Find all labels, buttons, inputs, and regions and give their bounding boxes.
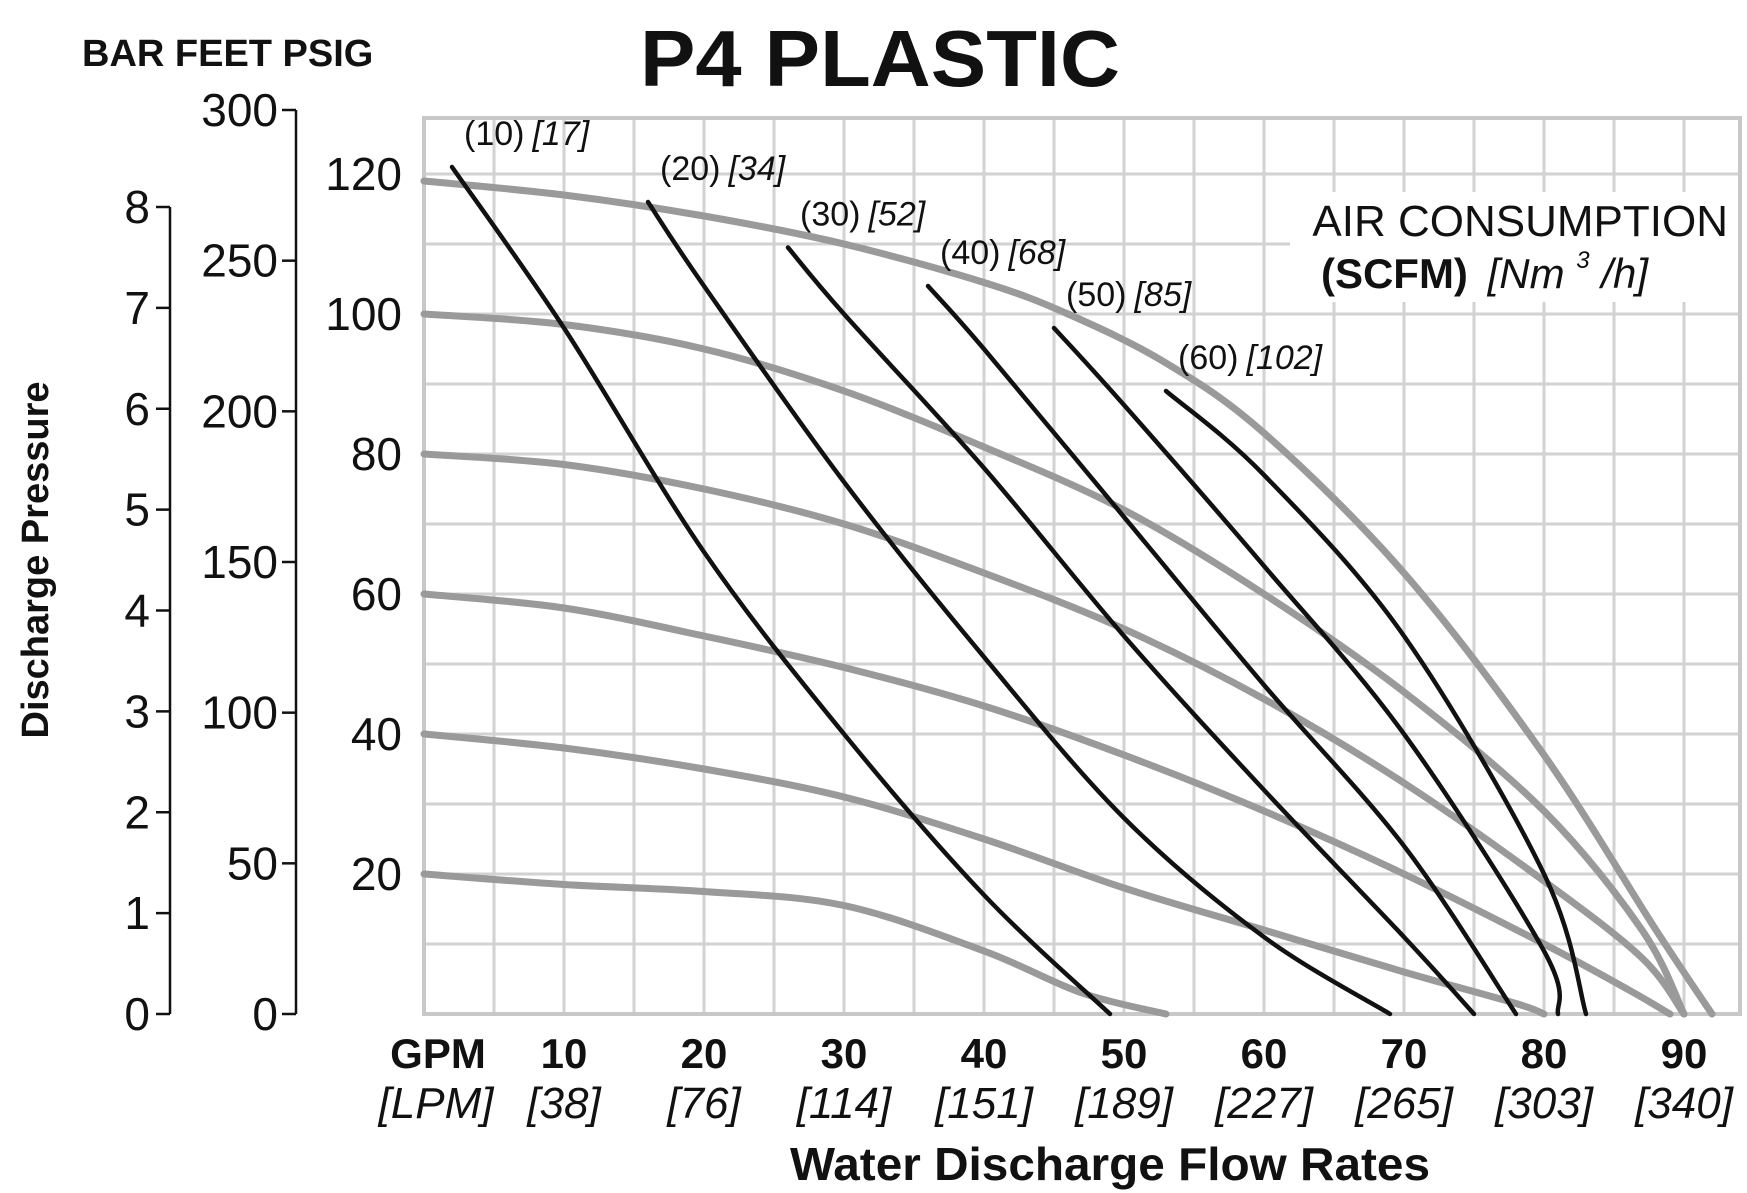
x-axis: 10[38] 20[76] 30[114] 40[151] 50[189] 60[227]… <box>526 1030 1734 1128</box>
air-nm3h-value: [34] <box>727 150 786 188</box>
air-curve-5 <box>1051 325 1562 1017</box>
air-curve-label-2: (20) [34] <box>660 150 787 188</box>
bar-axis: 0 1 2 3 4 5 6 7 8 <box>124 181 172 1040</box>
bar-tick-label: 1 <box>124 887 150 939</box>
air-curve-6 <box>1163 388 1589 1017</box>
x-tick-lpm: [76] <box>666 1079 742 1128</box>
air-curve-label-1: (10) [17] <box>464 115 591 153</box>
psig-tick-label: 40 <box>351 708 402 760</box>
x-tick-lpm: [151] <box>934 1079 1035 1128</box>
bar-tick-label: 4 <box>124 585 150 637</box>
x-tick-gpm: 20 <box>681 1030 728 1077</box>
x-tick-gpm: 50 <box>1101 1030 1148 1077</box>
x-tick-lpm: [265] <box>1354 1079 1455 1128</box>
psig-axis: 20 40 60 80 100 120 <box>325 148 402 900</box>
x-tick-gpm: 30 <box>821 1030 868 1077</box>
x-tick-gpm: 40 <box>961 1030 1008 1077</box>
air-curve-3 <box>785 245 1477 1017</box>
air-curve-label-3: (30) [52] <box>800 196 927 234</box>
air-curve-4 <box>925 283 1519 1017</box>
air-curve-2 <box>645 199 1393 1017</box>
performance-curve-inlet-air-20 <box>420 870 1170 1018</box>
legend-per-h: /h] <box>1598 250 1649 297</box>
x-tick-gpm: 90 <box>1661 1030 1708 1077</box>
air-scfm-value: (40) <box>940 234 1000 272</box>
performance-curve-inlet-air-40 <box>420 730 1548 1018</box>
air-curve-label-6: (60) [102] <box>1178 339 1324 377</box>
legend-units: (SCFM) [Nm 3 /h] <box>1321 230 1649 297</box>
bar-tick-label: 7 <box>124 282 150 334</box>
performance-curve-inlet-air-100 <box>420 310 1688 1018</box>
air-nm3h-value: [85] <box>1133 276 1192 314</box>
air-curve-label-5: (50) [85] <box>1066 276 1193 314</box>
chart-title: P4 PLASTIC <box>640 14 1120 103</box>
performance-curve-inlet-air-60 <box>420 590 1674 1018</box>
feet-tick-label: 200 <box>201 385 278 437</box>
legend: AIR CONSUMPTION (SCFM) [Nm 3 /h] <box>1290 192 1738 302</box>
feet-axis: 0 50 100 150 200 250 300 <box>201 84 298 1040</box>
x-tick-gpm: 10 <box>541 1030 588 1077</box>
x-tick-lpm: [114] <box>796 1079 893 1128</box>
x-tick-gpm: 70 <box>1381 1030 1428 1077</box>
air-scfm-value: (60) <box>1178 339 1238 377</box>
feet-tick-label: 50 <box>227 837 278 889</box>
feet-tick-label: 0 <box>252 988 278 1040</box>
grid <box>422 116 1742 1016</box>
psig-tick-label: 100 <box>325 288 402 340</box>
bar-tick-label: 8 <box>124 181 150 233</box>
x-tick-lpm: [303] <box>1494 1079 1595 1128</box>
plot-frame <box>422 116 1742 1016</box>
air-nm3h-value: [17] <box>531 115 590 153</box>
legend-nm: [Nm <box>1487 250 1565 297</box>
x-tick-lpm: [189] <box>1074 1079 1175 1128</box>
bar-tick-label: 3 <box>124 685 150 737</box>
legend-title: AIR CONSUMPTION <box>1312 197 1728 246</box>
air-nm3h-value: [52] <box>867 196 926 234</box>
air-curve-label-4: (40) [68] <box>940 234 1067 272</box>
performance-curve-inlet-air-120 <box>420 177 1716 1018</box>
x-tick-gpm: 60 <box>1241 1030 1288 1077</box>
x-tick-lpm: [227] <box>1214 1079 1315 1128</box>
bar-tick-label: 5 <box>124 484 150 536</box>
bar-tick-label: 6 <box>124 383 150 435</box>
legend-scfm: (SCFM) <box>1321 250 1468 297</box>
psig-tick-label: 60 <box>351 568 402 620</box>
performance-curves <box>420 177 1716 1018</box>
legend-sup: 3 <box>1576 247 1590 274</box>
feet-tick-label: 100 <box>201 687 278 739</box>
air-nm3h-value: [68] <box>1007 234 1066 272</box>
air-curve-1 <box>449 164 1113 1017</box>
x-tick-gpm: 80 <box>1521 1030 1568 1077</box>
psig-tick-label: 80 <box>351 428 402 480</box>
y-axis-label: Discharge Pressure <box>15 382 57 739</box>
psig-tick-label: 120 <box>325 148 402 200</box>
performance-curve-inlet-air-80 <box>420 450 1688 1018</box>
feet-tick-label: 300 <box>201 84 278 136</box>
psig-tick-label: 20 <box>351 848 402 900</box>
air-scfm-value: (10) <box>464 115 524 153</box>
air-scfm-value: (20) <box>660 150 720 188</box>
x-tick-lpm: [38] <box>526 1079 602 1128</box>
bar-tick-label: 0 <box>124 988 150 1040</box>
air-consumption-curves <box>449 164 1589 1017</box>
feet-tick-label: 150 <box>201 536 278 588</box>
feet-tick-label: 250 <box>201 235 278 287</box>
x-unit-primary: GPM <box>390 1030 486 1077</box>
air-scfm-value: (50) <box>1066 276 1126 314</box>
units-header: BAR FEET PSIG <box>82 33 373 75</box>
x-tick-lpm: [340] <box>1634 1079 1735 1128</box>
x-unit-secondary: [LPM] <box>378 1079 496 1128</box>
air-consumption-labels: (10) [17](20) [34](30) [52](40) [68](50) [85]… <box>464 115 1324 377</box>
air-nm3h-value: [102] <box>1245 339 1323 377</box>
air-scfm-value: (30) <box>800 196 860 234</box>
bar-tick-label: 2 <box>124 786 150 838</box>
x-axis-label: Water Discharge Flow Rates <box>790 1138 1430 1190</box>
